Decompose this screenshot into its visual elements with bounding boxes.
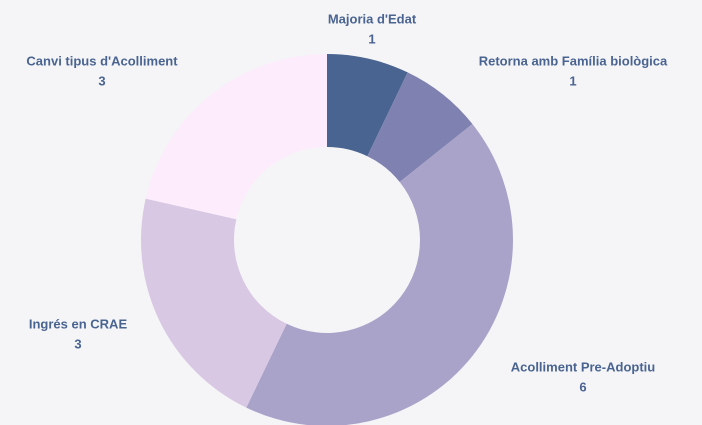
slice [246,124,513,425]
slice-label: Ingrés en CRAE [29,316,128,331]
slice-label: Acolliment Pre-Adoptiu [511,359,656,374]
slice [141,198,287,408]
slice-value: 6 [579,379,586,394]
slice-label: Retorna amb Família biològica [479,53,668,68]
slice-value: 1 [569,73,576,88]
slice-value: 3 [98,73,105,88]
slice-value: 3 [74,336,81,351]
slice-label: Majoria d'Edat [328,11,417,26]
slice-label: Canvi tipus d'Acolliment [26,53,178,68]
slice [145,53,327,220]
slice-value: 1 [368,31,375,46]
slice [367,72,473,183]
slice [327,54,408,157]
